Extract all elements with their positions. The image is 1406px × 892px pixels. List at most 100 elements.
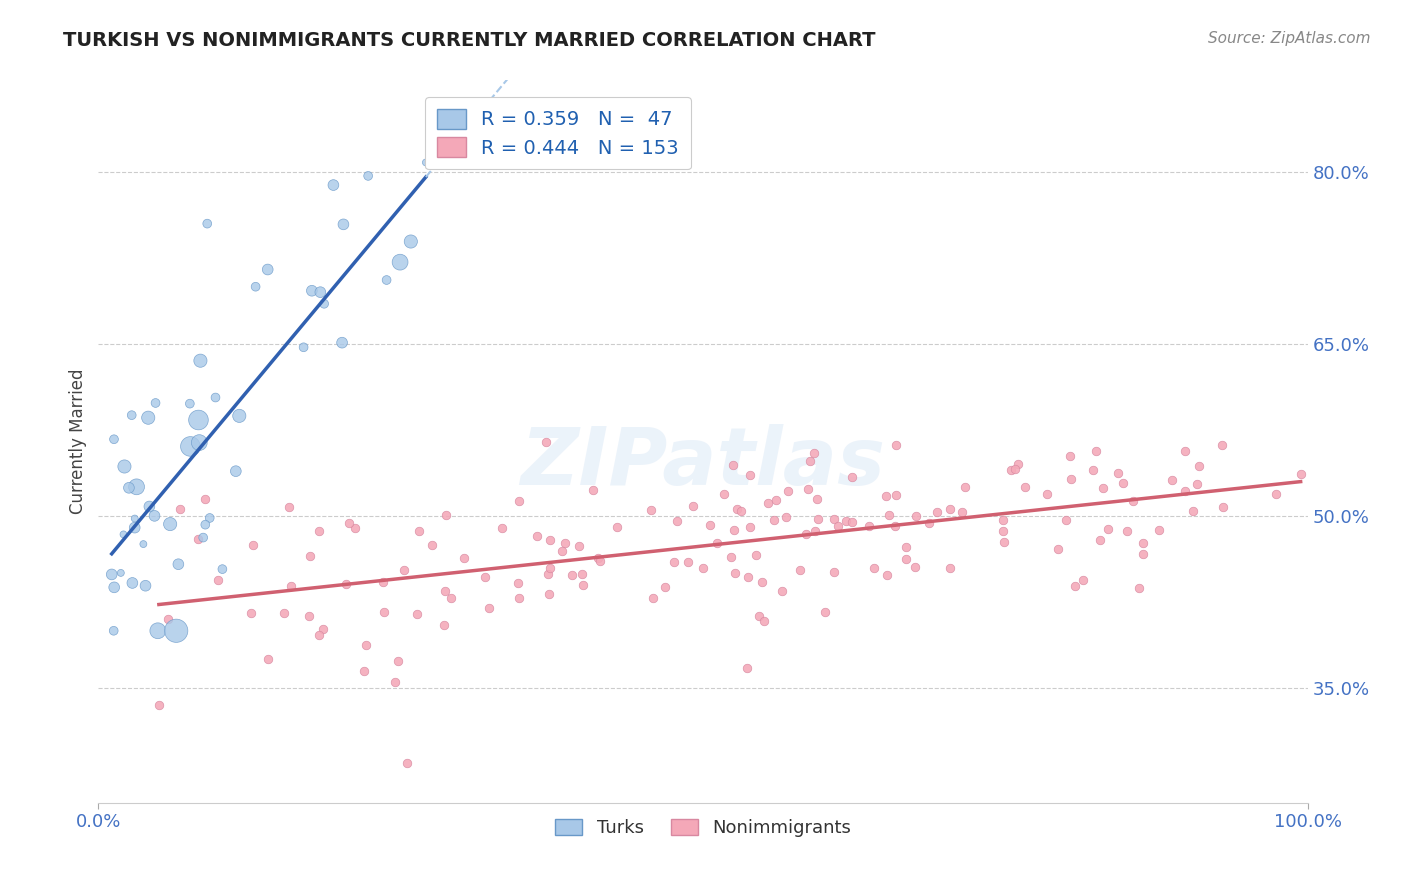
- Point: [745, 549, 768, 563]
- Point: [827, 518, 849, 533]
- Text: TURKISH VS NONIMMIGRANTS CURRENTLY MARRIED CORRELATION CHART: TURKISH VS NONIMMIGRANTS CURRENTLY MARRI…: [63, 31, 876, 50]
- Point: [240, 606, 263, 620]
- Point: [568, 539, 591, 553]
- Point: [1047, 542, 1070, 557]
- Point: [1059, 449, 1081, 463]
- Point: [582, 483, 605, 497]
- Point: [187, 413, 209, 427]
- Point: [211, 562, 233, 576]
- Point: [723, 523, 745, 537]
- Point: [765, 493, 787, 508]
- Text: Source: ZipAtlas.com: Source: ZipAtlas.com: [1208, 31, 1371, 46]
- Point: [195, 217, 218, 231]
- Point: [1161, 473, 1184, 487]
- Point: [392, 564, 415, 578]
- Point: [713, 487, 735, 501]
- Point: [322, 178, 344, 192]
- Point: [858, 519, 880, 533]
- Point: [740, 467, 762, 482]
- Point: [751, 575, 773, 590]
- Point: [804, 524, 827, 538]
- Legend: Turks, Nonimmigrants: Turks, Nonimmigrants: [548, 812, 858, 845]
- Point: [308, 524, 330, 538]
- Point: [406, 607, 429, 622]
- Point: [534, 434, 557, 449]
- Point: [256, 652, 278, 666]
- Point: [737, 660, 759, 674]
- Point: [572, 578, 595, 592]
- Point: [278, 500, 301, 514]
- Point: [193, 531, 215, 545]
- Point: [508, 575, 530, 590]
- Point: [1128, 581, 1150, 595]
- Point: [134, 579, 156, 593]
- Point: [789, 563, 811, 577]
- Point: [662, 555, 685, 569]
- Point: [420, 538, 443, 552]
- Point: [537, 587, 560, 601]
- Point: [148, 698, 170, 713]
- Point: [136, 410, 159, 425]
- Point: [194, 517, 217, 532]
- Point: [561, 568, 583, 582]
- Point: [280, 579, 302, 593]
- Point: [434, 508, 457, 522]
- Point: [1000, 463, 1022, 477]
- Point: [474, 570, 496, 584]
- Point: [1188, 458, 1211, 473]
- Point: [110, 566, 132, 580]
- Point: [1211, 438, 1233, 452]
- Point: [883, 519, 905, 533]
- Point: [145, 396, 167, 410]
- Point: [938, 561, 960, 575]
- Point: [1174, 484, 1197, 499]
- Point: [737, 570, 759, 584]
- Point: [157, 612, 180, 626]
- Point: [834, 514, 856, 528]
- Point: [1116, 524, 1139, 538]
- Point: [373, 605, 395, 619]
- Point: [1097, 522, 1119, 536]
- Point: [886, 438, 908, 452]
- Point: [395, 756, 418, 770]
- Point: [273, 607, 295, 621]
- Point: [551, 544, 574, 558]
- Point: [100, 567, 122, 582]
- Point: [292, 340, 315, 354]
- Point: [841, 515, 863, 529]
- Point: [797, 483, 820, 497]
- Point: [312, 622, 335, 636]
- Point: [841, 469, 863, 483]
- Point: [1149, 523, 1171, 537]
- Point: [1265, 487, 1288, 501]
- Point: [724, 566, 747, 580]
- Point: [894, 552, 917, 566]
- Point: [298, 609, 321, 624]
- Point: [225, 464, 247, 478]
- Point: [875, 490, 897, 504]
- Point: [939, 501, 962, 516]
- Point: [124, 521, 146, 535]
- Point: [640, 503, 662, 517]
- Point: [803, 446, 825, 460]
- Point: [654, 580, 676, 594]
- Point: [228, 409, 250, 423]
- Point: [723, 458, 745, 472]
- Point: [408, 524, 430, 538]
- Point: [242, 538, 264, 552]
- Point: [440, 591, 463, 606]
- Point: [256, 262, 278, 277]
- Point: [132, 537, 155, 551]
- Point: [823, 565, 845, 579]
- Point: [308, 628, 330, 642]
- Text: ZIPatlas: ZIPatlas: [520, 425, 886, 502]
- Point: [508, 591, 530, 605]
- Point: [371, 575, 394, 590]
- Point: [187, 533, 209, 547]
- Point: [993, 534, 1015, 549]
- Point: [344, 521, 367, 535]
- Point: [876, 567, 898, 582]
- Point: [453, 550, 475, 565]
- Point: [384, 675, 406, 690]
- Point: [335, 576, 357, 591]
